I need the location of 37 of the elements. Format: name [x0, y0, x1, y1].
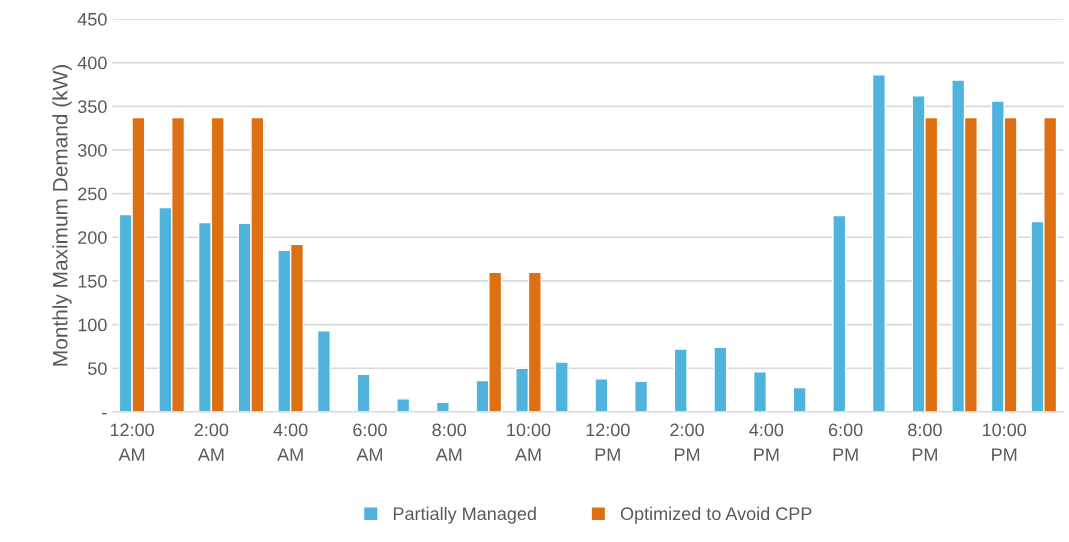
- bar: [316, 330, 331, 412]
- bar: [396, 398, 411, 412]
- x-tick-label: 6:00 PM: [828, 423, 863, 461]
- y-tick-label: 450: [77, 12, 107, 26]
- x-tick-label: 4:00 PM: [749, 423, 784, 461]
- bar: [792, 386, 807, 412]
- y-tick-label: 200: [78, 231, 107, 244]
- bar: [832, 214, 847, 412]
- y-tick-label: 350: [77, 100, 107, 114]
- y-tick-label: 150: [78, 274, 107, 288]
- bar: [871, 74, 886, 412]
- bar: [554, 361, 569, 412]
- y-axis-title: Monthly Maximum Demand (kW): [52, 65, 72, 366]
- bar: [673, 348, 688, 412]
- x-tick-label: 10:00 PM: [982, 423, 1027, 461]
- x-tick-label: 8:00 AM: [432, 423, 467, 461]
- x-tick-label: 12:00 AM: [110, 423, 154, 461]
- legend-label: Partially Managed: [393, 506, 536, 524]
- x-tick-label: 6:00 AM: [353, 423, 387, 461]
- bar: [594, 378, 609, 412]
- x-tick-label: 8:00 PM: [908, 423, 942, 461]
- x-tick-label: 2:00 PM: [670, 423, 704, 461]
- y-tick-label: 250: [78, 187, 107, 201]
- x-tick-label: 4:00 AM: [273, 423, 308, 461]
- bar: [752, 371, 768, 412]
- y-tick-label: 300: [77, 143, 107, 157]
- bar: [634, 380, 649, 412]
- y-tick-label: 400: [77, 56, 107, 70]
- y-tick-label: 100: [78, 318, 107, 332]
- y-tick-label: 50: [88, 362, 107, 375]
- x-tick-label: 2:00 AM: [194, 423, 229, 461]
- x-tick-label: 10:00 AM: [507, 423, 551, 461]
- y-tick-label: -: [102, 412, 107, 415]
- bar: [356, 373, 371, 412]
- x-tick-label: 12:00 PM: [586, 423, 630, 461]
- legend-label: Optimized to Avoid CPP: [620, 506, 812, 524]
- bar: [713, 346, 728, 412]
